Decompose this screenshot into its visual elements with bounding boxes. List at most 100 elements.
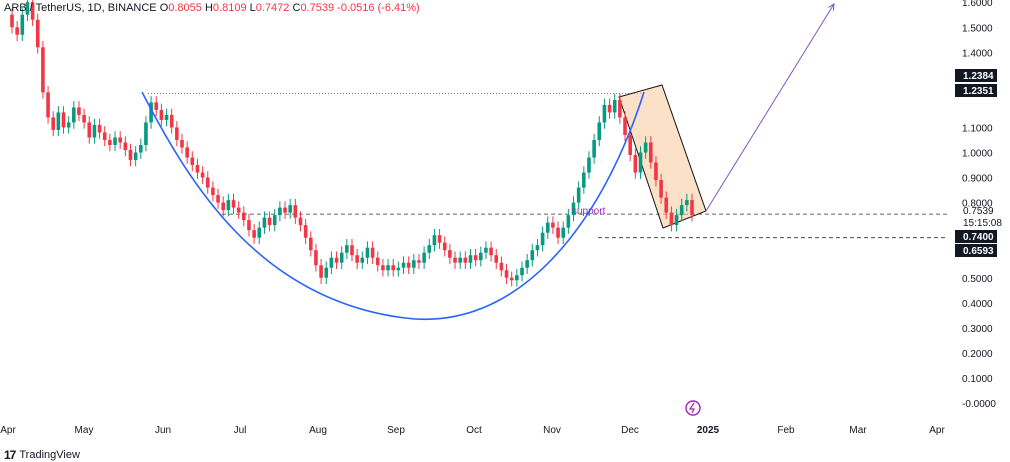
time-axis: Apr May Jun Jul Aug Sep Oct Nov Dec 2025 Feb Mar Apr [0,425,945,436]
candle-body [458,257,462,263]
candle-body [231,200,236,208]
x-tick-label: Sep [387,425,405,436]
x-tick-label: Apr [929,425,945,436]
candle-body [288,205,292,213]
x-tick-label: Jul [234,425,247,436]
candle-body [293,205,298,218]
candle-body [360,257,365,263]
x-tick-label: Nov [543,425,561,436]
candle-body [401,262,406,268]
candle-body [283,207,287,213]
price-tag-label: 15:15:08 [963,218,1002,229]
candle-body [51,117,56,130]
price-tag-label: 0.7539 [963,206,994,217]
candle-body [365,247,370,258]
candle-body [123,142,128,150]
candle-body [339,252,344,263]
price-tag-label: 0.6593 [963,246,994,257]
candle-body [175,127,179,140]
candle-body [236,207,241,213]
candle-body [211,187,215,196]
candle-body [592,139,596,158]
lightning-icon [688,402,695,414]
x-tick-label: 2025 [697,425,720,436]
candle-body [61,112,66,128]
symbol-title[interactable]: ARB / TetherUS, 1D, BINANCE [4,2,157,14]
candle-body [345,245,349,253]
candle-body [525,260,529,268]
candle-body [386,265,390,271]
candle-body [102,132,107,140]
candle-body [535,245,540,251]
candle-body [484,247,488,253]
candle-body [324,267,329,278]
candle-body [205,177,210,188]
candle-body [489,247,493,256]
candle-body [92,124,97,138]
candle-body [164,114,169,120]
candle-body [226,200,231,211]
candle-body [597,122,602,140]
candle-body [35,19,40,48]
rounding-bottom-curve [141,91,645,321]
candle-body [87,122,92,138]
candle-body [190,157,195,166]
candle-body [396,267,401,271]
x-tick-label: Jun [155,425,171,436]
y-tick-label: 1.1000 [962,123,993,134]
candle-body [195,165,200,173]
candle-body [582,172,586,188]
candle-body [448,250,452,258]
candle-body [576,187,581,203]
y-tick-label: 1.5000 [962,23,993,34]
candle-body [185,147,189,158]
price-tag-bg [955,84,997,97]
candle-body [298,217,303,226]
candle-body [303,225,308,238]
candle-body [669,212,674,226]
y-tick-label: 0.5000 [962,274,993,285]
candle-body [30,2,35,20]
x-tick-label: Dec [621,425,639,436]
candle-body [10,14,14,28]
candle-body [355,255,359,263]
candle-body [494,255,499,263]
candle-body [690,200,694,216]
candle-body [159,109,164,120]
price-tag-label: 0.7400 [963,232,994,243]
candle-body [520,267,524,276]
candle-body [664,197,669,213]
price-tag-label: 1.2351 [963,86,994,97]
candle-body [566,215,571,228]
candle-body [144,122,148,145]
candle-body [571,202,576,216]
y-tick-label: 0.2000 [962,349,993,360]
candle-body [540,232,545,246]
candle-body [329,257,334,268]
candle-body [561,227,566,238]
brand-footer[interactable]: 17 TradingView [4,448,80,462]
candle-body [375,257,380,266]
candle-body [412,260,416,268]
candle-body [272,215,277,226]
price-tag-bg [955,244,997,257]
candle-body [242,212,246,221]
candle-body [20,14,25,35]
candle-body [638,152,643,173]
candle-body [247,220,251,231]
candle-body [499,262,504,271]
x-tick-label: Oct [466,425,482,436]
y-tick-label: 0.4000 [962,299,993,310]
candle-body [659,180,663,198]
candle-body [77,107,81,115]
candle-body [370,247,375,258]
candle-body [149,102,153,123]
candle-body [602,104,607,123]
candle-body [468,255,473,263]
candle-body [556,227,560,238]
y-tick-label: -0.0000 [962,399,996,410]
x-tick-label: Aug [309,425,327,436]
candle-body [530,250,535,261]
candle-body [685,200,689,206]
